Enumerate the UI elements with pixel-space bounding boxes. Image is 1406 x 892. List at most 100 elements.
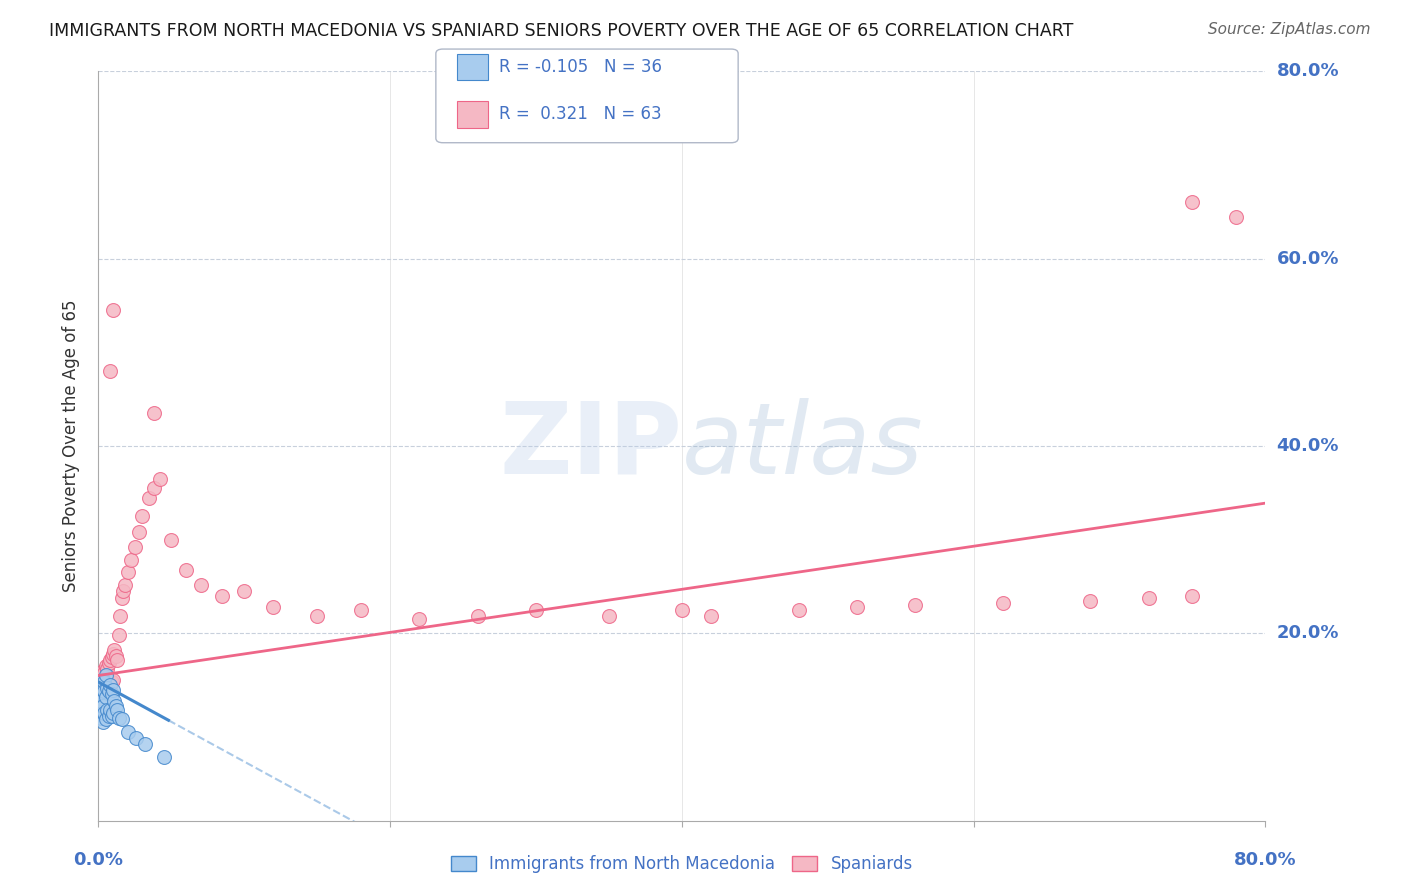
Point	[100, 708, 122, 723]
Point	[94, 659, 117, 673]
Point	[89, 692, 111, 706]
Point	[904, 599, 927, 613]
Point	[117, 724, 139, 739]
Point	[111, 591, 134, 605]
Point	[101, 303, 124, 318]
Point	[598, 609, 620, 624]
Point	[112, 584, 135, 599]
Text: 60.0%: 60.0%	[1277, 250, 1339, 268]
Point	[96, 678, 118, 692]
Point	[1225, 210, 1247, 224]
Point	[1080, 593, 1102, 607]
Point	[103, 694, 125, 708]
Point	[91, 699, 114, 714]
Point	[93, 665, 115, 680]
Text: atlas: atlas	[682, 398, 924, 494]
Point	[1181, 589, 1204, 603]
Point	[94, 713, 117, 727]
Point	[101, 673, 124, 688]
Point	[100, 675, 122, 690]
Point	[90, 697, 112, 711]
Point	[103, 643, 125, 657]
Point	[97, 657, 120, 671]
Text: R =  0.321   N = 63: R = 0.321 N = 63	[499, 105, 662, 123]
Point	[100, 649, 122, 664]
Point	[98, 364, 121, 378]
Point	[1181, 195, 1204, 210]
Point	[174, 563, 197, 577]
Point	[307, 609, 329, 624]
Point	[98, 678, 121, 692]
Point	[124, 540, 146, 554]
Text: 80.0%: 80.0%	[1277, 62, 1339, 80]
Point	[96, 703, 118, 717]
Point	[90, 710, 112, 724]
Point	[467, 609, 489, 624]
Text: Source: ZipAtlas.com: Source: ZipAtlas.com	[1208, 22, 1371, 37]
Point	[408, 612, 430, 626]
Point	[98, 652, 121, 666]
Point	[101, 647, 124, 661]
Point	[700, 609, 723, 624]
Point	[93, 692, 115, 706]
Point	[117, 566, 139, 580]
Point	[108, 628, 131, 642]
Point	[114, 577, 136, 591]
Point	[91, 715, 114, 730]
Point	[91, 701, 114, 715]
Point	[98, 703, 121, 717]
Point	[846, 600, 869, 615]
Text: R = -0.105   N = 36: R = -0.105 N = 36	[499, 58, 662, 76]
Point	[991, 596, 1014, 610]
Text: 40.0%: 40.0%	[1277, 437, 1339, 455]
Point	[108, 710, 131, 724]
Point	[96, 681, 118, 695]
Point	[125, 731, 148, 746]
Point	[104, 648, 127, 663]
Text: 20.0%: 20.0%	[1277, 624, 1339, 642]
Point	[90, 687, 112, 701]
Point	[138, 491, 160, 505]
Point	[97, 690, 120, 704]
Point	[94, 668, 117, 682]
Point	[97, 684, 120, 698]
Text: 80.0%: 80.0%	[1234, 851, 1296, 869]
Point	[96, 690, 118, 704]
Point	[98, 678, 121, 692]
Point	[128, 525, 150, 540]
Text: ZIP: ZIP	[499, 398, 682, 494]
Point	[153, 750, 176, 764]
Point	[90, 678, 112, 692]
Point	[131, 509, 153, 524]
Point	[91, 682, 114, 697]
Point	[105, 652, 128, 666]
Text: IMMIGRANTS FROM NORTH MACEDONIA VS SPANIARD SENIORS POVERTY OVER THE AGE OF 65 C: IMMIGRANTS FROM NORTH MACEDONIA VS SPANI…	[49, 22, 1074, 40]
Point	[89, 697, 111, 711]
Point	[96, 662, 118, 676]
Point	[94, 690, 117, 704]
Point	[233, 584, 256, 599]
Point	[91, 682, 114, 697]
Point	[93, 678, 115, 692]
Point	[105, 703, 128, 717]
Point	[134, 737, 156, 751]
Point	[89, 678, 111, 692]
Point	[149, 472, 172, 486]
Point	[142, 481, 165, 495]
Point	[262, 600, 284, 615]
Point	[101, 706, 124, 720]
Point	[91, 664, 114, 678]
Point	[100, 687, 122, 701]
Point	[89, 701, 111, 715]
Point	[94, 694, 117, 708]
Point	[211, 589, 233, 603]
Point	[101, 682, 124, 697]
Point	[110, 609, 132, 624]
Point	[93, 706, 115, 720]
Point	[111, 713, 134, 727]
Point	[160, 533, 183, 547]
Point	[142, 406, 165, 420]
Point	[787, 603, 810, 617]
Y-axis label: Seniors Poverty Over the Age of 65: Seniors Poverty Over the Age of 65	[62, 300, 80, 592]
Point	[104, 699, 127, 714]
